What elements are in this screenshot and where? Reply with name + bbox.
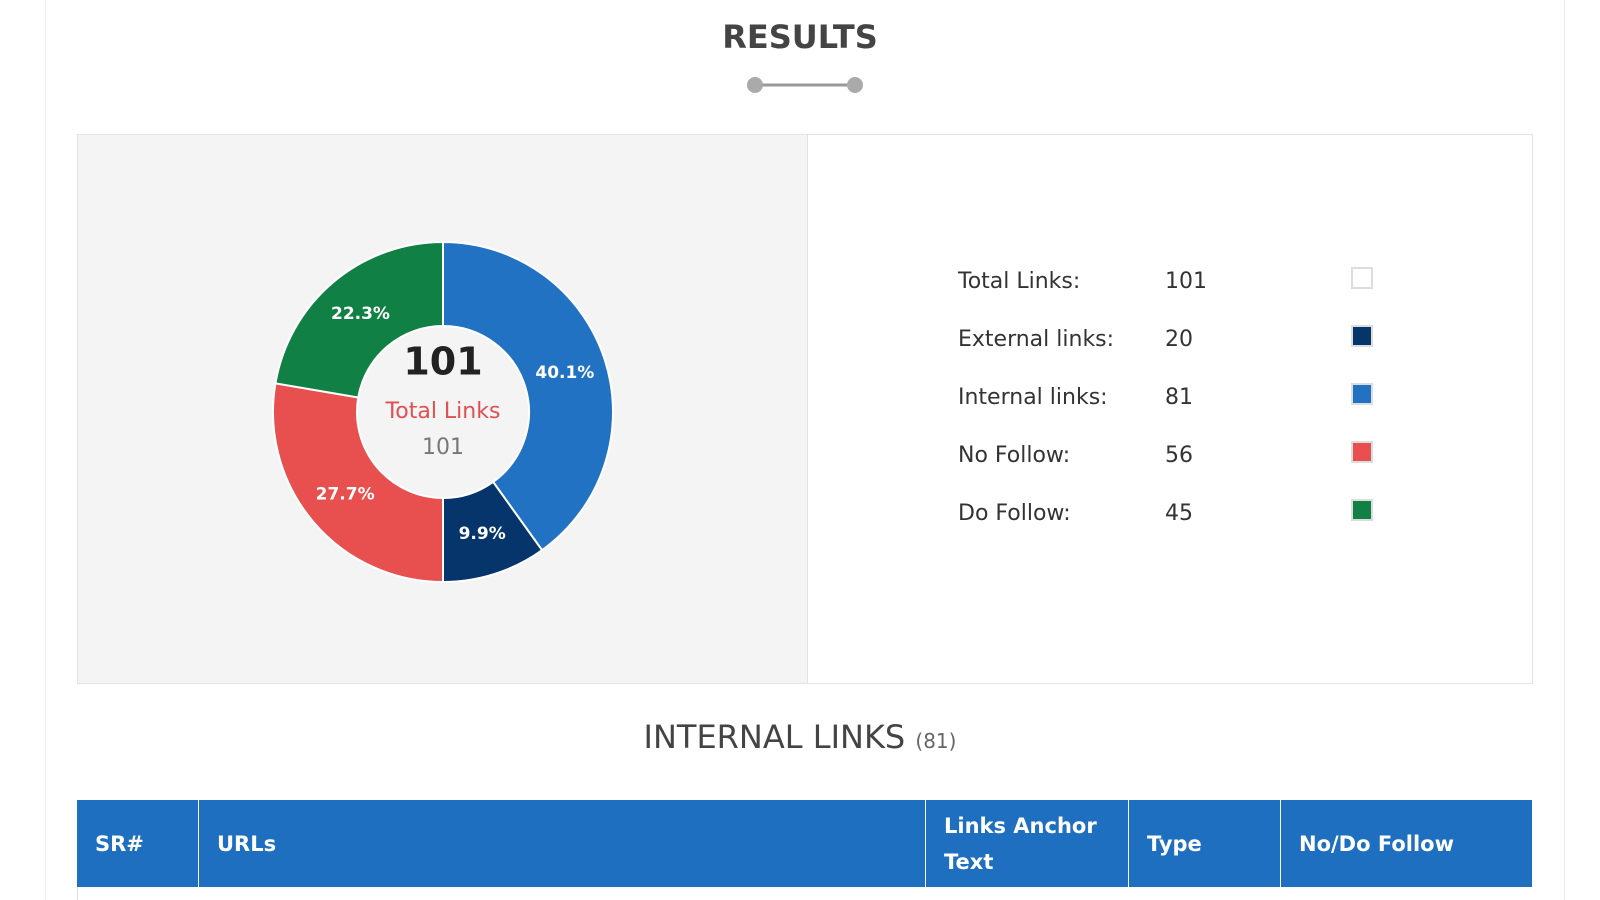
chart-panel: 40.1% 9.9% 27.7% 22.3% 101 Total Links 101 [78, 135, 808, 683]
summary-value: 20 [1165, 327, 1193, 352]
column-header: Type [1129, 800, 1281, 887]
column-header: URLs [199, 800, 926, 887]
legend-swatch [1351, 499, 1373, 521]
summary-value: 101 [1165, 269, 1207, 294]
section-title: INTERNAL LINKS (81) [0, 718, 1600, 756]
column-header: No/Do Follow [1281, 800, 1533, 887]
slice-label: 9.9% [459, 524, 506, 544]
slice-label: 40.1% [535, 363, 594, 383]
table-header: SR# URLs Links Anchor Text Type No/Do Follow [77, 800, 1533, 887]
results-panel: 40.1% 9.9% 27.7% 22.3% 101 Total Links 101 Tot… [77, 134, 1533, 684]
center-sub: 101 [422, 435, 464, 460]
summary-label: Total Links: [958, 269, 1081, 294]
results-title: RESULTS [722, 18, 878, 56]
table-body [77, 887, 1534, 900]
legend-swatch [1351, 267, 1373, 289]
center-label: Total Links [385, 399, 501, 424]
summary-label: Do Follow: [958, 501, 1071, 526]
column-header: SR# [77, 800, 199, 887]
column-header: Links Anchor Text [926, 800, 1129, 887]
legend-swatch [1351, 441, 1373, 463]
divider [747, 77, 863, 93]
donut-chart: 40.1% 9.9% 27.7% 22.3% 101 Total Links 101 [272, 240, 614, 584]
legend-swatch [1351, 383, 1373, 405]
summary-label: Internal links: [958, 385, 1108, 410]
donut-slice [272, 382, 444, 584]
summary-label: No Follow: [958, 443, 1071, 468]
donut-slice [442, 240, 614, 552]
summary-value: 81 [1165, 385, 1193, 410]
legend-swatch [1351, 325, 1373, 347]
section-count: (81) [915, 729, 957, 753]
summary-label: External links: [958, 327, 1115, 352]
card [45, 0, 1565, 900]
slice-label: 27.7% [316, 485, 375, 505]
slice-label: 22.3% [331, 304, 390, 324]
summary-panel: Total Links: 101 External links: 20 Internal… [808, 135, 1532, 683]
section-heading: INTERNAL LINKS [643, 718, 906, 756]
donut-slice [274, 240, 444, 399]
summary-value: 45 [1165, 501, 1193, 526]
summary-value: 56 [1165, 443, 1193, 468]
center-value: 101 [403, 340, 482, 384]
